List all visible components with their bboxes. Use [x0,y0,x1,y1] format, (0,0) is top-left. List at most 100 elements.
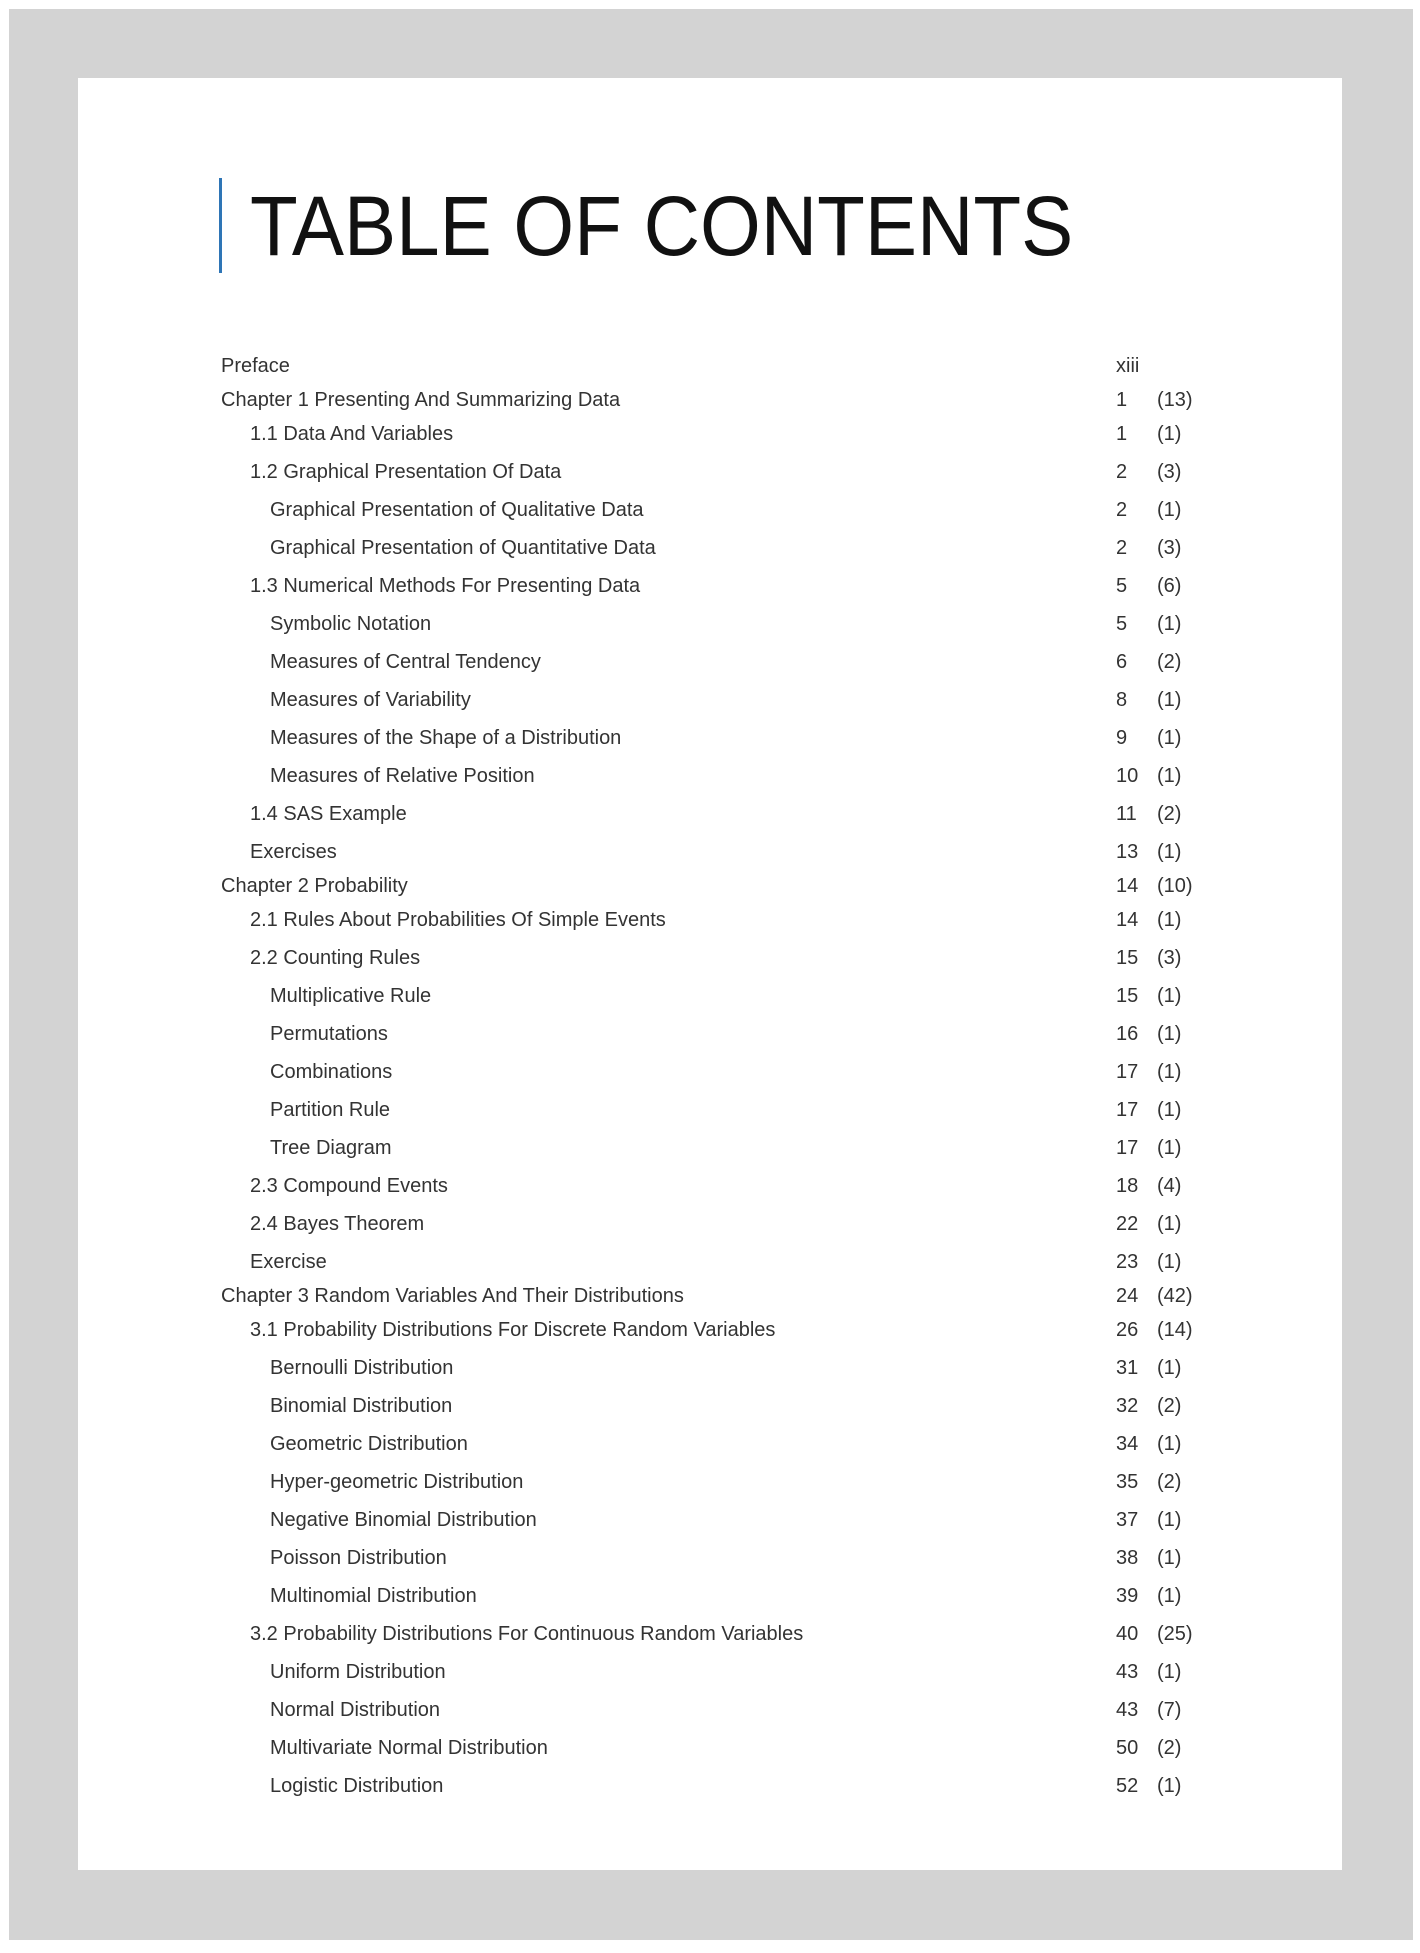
toc-entry[interactable]: 3.2 Probability Distributions For Contin… [78,1615,1342,1653]
toc-entry[interactable]: 2.3 Compound Events 18 (4) [78,1167,1342,1205]
toc-entry-page: 22 [1116,1213,1139,1235]
toc-entry-label: Chapter 2 Probability [221,875,408,897]
toc-entry-count: (1) [1157,1099,1182,1121]
toc-entry-label: Geometric Distribution [270,1433,468,1455]
toc-entry-count: (1) [1157,765,1182,787]
toc-entry-page: 5 [1116,575,1128,597]
toc-entry[interactable]: Uniform Distribution 43 (1) [78,1653,1342,1691]
toc-entry-count: (1) [1157,1213,1182,1235]
toc-entry-count: (2) [1157,1395,1182,1417]
toc-entry[interactable]: Multivariate Normal Distribution 50 (2) [78,1729,1342,1767]
toc-entry-page: 9 [1116,727,1128,749]
toc-entry[interactable]: 2.2 Counting Rules 15 (3) [78,939,1342,977]
toc-entry-label: Measures of the Shape of a Distribution [270,727,622,749]
toc-entry[interactable]: Measures of the Shape of a Distribution 9… [78,719,1342,757]
toc-entry[interactable]: Partition Rule 17 (1) [78,1091,1342,1129]
toc-entry-page: 14 [1116,875,1139,897]
toc-entry[interactable]: Exercise 23 (1) [78,1243,1342,1277]
toc-entry-page: 43 [1116,1699,1139,1721]
toc-entry-count: (1) [1157,1547,1182,1569]
toc-entry[interactable]: Hyper-geometric Distribution 35 (2) [78,1463,1342,1501]
toc-entry-page: 26 [1116,1319,1139,1341]
toc-entry-count: (25) [1157,1623,1193,1645]
toc-entry-count: (1) [1157,909,1182,931]
toc-entry-count: (1) [1157,1251,1182,1273]
toc-entry-page: 2 [1116,461,1128,483]
toc-entry[interactable]: 2.1 Rules About Probabilities Of Simple … [78,901,1342,939]
toc-entry[interactable]: Measures of Central Tendency 6 (2) [78,643,1342,681]
toc-entry-label: Graphical Presentation of Qualitative Da… [270,499,644,521]
toc-entry-page: xiii [1116,355,1140,377]
toc-entry-count: (2) [1157,803,1182,825]
toc-entry-label: 2.3 Compound Events [250,1175,448,1197]
toc-entry-label: 2.1 Rules About Probabilities Of Simple … [250,909,666,931]
toc-entry-count: (2) [1157,1471,1182,1493]
toc-entry[interactable]: Graphical Presentation of Qualitative Da… [78,491,1342,529]
toc-entry-label: 1.2 Graphical Presentation Of Data [250,461,562,483]
toc-entry-label: Multiplicative Rule [270,985,432,1007]
toc-entry-count: (13) [1157,389,1193,411]
toc-entry[interactable]: Binomial Distribution 32 (2) [78,1387,1342,1425]
toc-entry-page: 2 [1116,537,1128,559]
toc-entry-page: 18 [1116,1175,1139,1197]
toc-entry-count: (2) [1157,651,1182,673]
toc-entry[interactable]: Graphical Presentation of Quantitative D… [78,529,1342,567]
toc-entry[interactable]: 3.1 Probability Distributions For Discre… [78,1311,1342,1349]
toc-entry-count: (1) [1157,1661,1182,1683]
toc-entry[interactable]: 1.2 Graphical Presentation Of Data 2 (3) [78,453,1342,491]
toc-entry-label: Hyper-geometric Distribution [270,1471,524,1493]
toc-entry-label: Measures of Variability [270,689,471,711]
toc-entry-page: 35 [1116,1471,1139,1493]
toc-entry-page: 38 [1116,1547,1139,1569]
toc-entry-label: Preface [221,355,290,377]
toc-entry[interactable]: Chapter 1 Presenting And Summarizing Dat… [78,381,1342,415]
toc-entry-page: 10 [1116,765,1139,787]
toc-entry[interactable]: Combinations 17 (1) [78,1053,1342,1091]
toc-entry-label: 1.3 Numerical Methods For Presenting Dat… [250,575,641,597]
toc-entry[interactable]: Normal Distribution 43 (7) [78,1691,1342,1729]
toc-entry[interactable]: Bernoulli Distribution 31 (1) [78,1349,1342,1387]
toc-entry[interactable]: Logistic Distribution 52 (1) [78,1767,1342,1805]
toc-entry[interactable]: 1.1 Data And Variables 1 (1) [78,415,1342,453]
toc-entry-page: 23 [1116,1251,1139,1273]
toc-entry-label: Combinations [270,1061,393,1083]
toc-entry-count: (1) [1157,1357,1182,1379]
toc-entry-label: Measures of Central Tendency [270,651,541,673]
toc-entry[interactable]: Measures of Variability 8 (1) [78,681,1342,719]
toc-entry-label: 3.1 Probability Distributions For Discre… [250,1319,776,1341]
toc-entry-label: Poisson Distribution [270,1547,447,1569]
toc-entry[interactable]: 1.4 SAS Example 11 (2) [78,795,1342,833]
toc-entry[interactable]: Preface xiii [78,347,1342,381]
page-title: TABLE OF CONTENTS [250,179,1074,273]
toc-entry[interactable]: Symbolic Notation 5 (1) [78,605,1342,643]
table-of-contents: Preface xiii Chapter 1 Presenting And Summ… [78,347,1342,1805]
toc-entry[interactable]: Permutations 16 (1) [78,1015,1342,1053]
toc-entry-count: (1) [1157,841,1182,863]
toc-entry[interactable]: Multinomial Distribution 39 (1) [78,1577,1342,1615]
toc-entry-page: 11 [1116,803,1137,825]
toc-entry-label: Symbolic Notation [270,613,432,635]
toc-entry[interactable]: Negative Binomial Distribution 37 (1) [78,1501,1342,1539]
toc-entry-label: Uniform Distribution [270,1661,446,1683]
toc-entry[interactable]: 2.4 Bayes Theorem 22 (1) [78,1205,1342,1243]
toc-entry[interactable]: Multiplicative Rule 15 (1) [78,977,1342,1015]
toc-entry[interactable]: Chapter 2 Probability 14 (10) [78,867,1342,901]
toc-entry-count: (1) [1157,689,1182,711]
toc-entry[interactable]: 1.3 Numerical Methods For Presenting Dat… [78,567,1342,605]
toc-entry[interactable]: Tree Diagram 17 (1) [78,1129,1342,1167]
toc-entry[interactable]: Geometric Distribution 34 (1) [78,1425,1342,1463]
toc-entry-label: Chapter 1 Presenting And Summarizing Dat… [221,389,621,411]
toc-entry[interactable]: Chapter 3 Random Variables And Their Dis… [78,1277,1342,1311]
toc-entry[interactable]: Measures of Relative Position 10 (1) [78,757,1342,795]
document-page: TABLE OF CONTENTS Preface xiii Chapter 1 P… [78,78,1342,1870]
toc-entry-page: 40 [1116,1623,1139,1645]
toc-entry[interactable]: Exercises 13 (1) [78,833,1342,867]
toc-entry-page: 1 [1116,423,1128,445]
toc-entry-label: 2.4 Bayes Theorem [250,1213,425,1235]
toc-entry-label: Partition Rule [270,1099,391,1121]
toc-entry-label: Graphical Presentation of Quantitative D… [270,537,656,559]
toc-entry-page: 24 [1116,1285,1139,1307]
toc-entry[interactable]: Poisson Distribution 38 (1) [78,1539,1342,1577]
toc-entry-count: (1) [1157,613,1182,635]
toc-entry-page: 17 [1116,1061,1139,1083]
